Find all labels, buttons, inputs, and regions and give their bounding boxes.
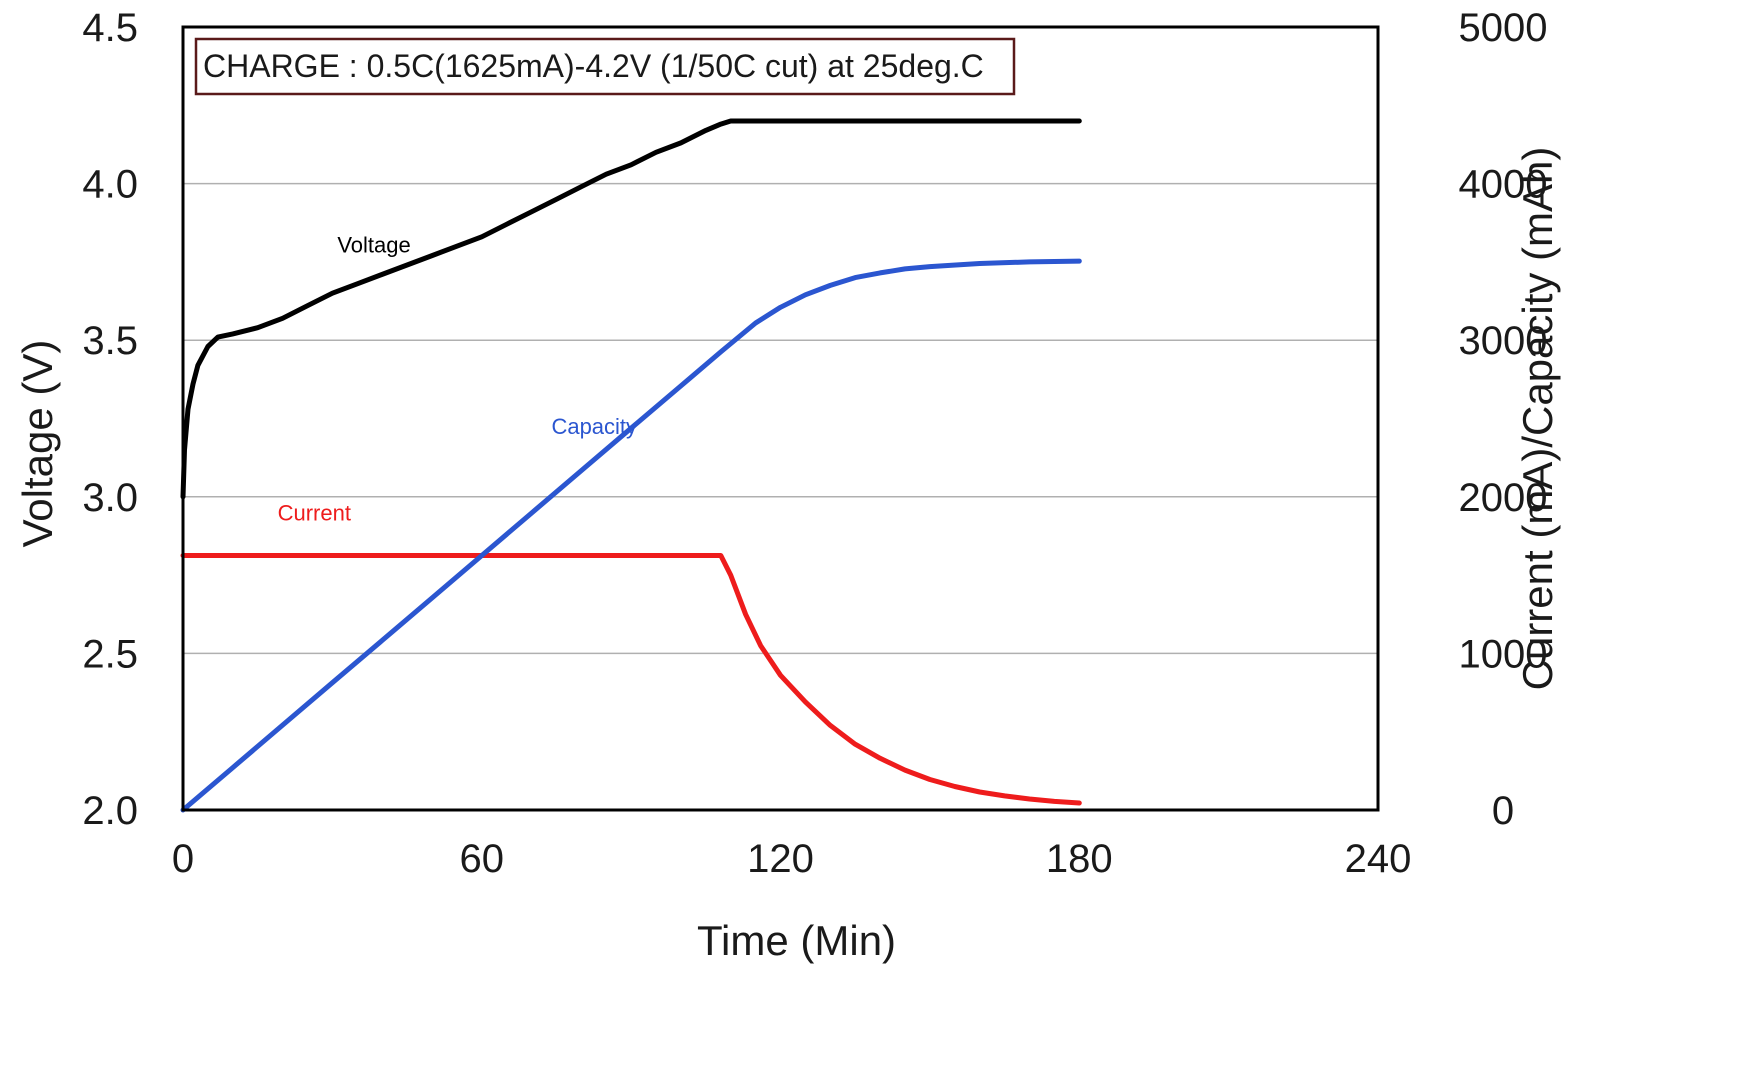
series-label-voltage: Voltage	[337, 233, 410, 258]
tick-labels: 2.0 2.5 3.0 3.5 4.0 4.5 0 1000 2000 3000 4000 5000 0…	[82, 6, 1547, 881]
y-tick-label: 3.0	[82, 476, 138, 520]
x-axis-label: Time (Min)	[697, 917, 896, 964]
plot-frame	[181, 25, 1380, 812]
annotation-text: CHARGE : 0.5C(1625mA)-4.2V (1/50C cut) a…	[203, 48, 984, 84]
y2-tick-label: 1000	[1459, 632, 1548, 676]
series-line-voltage	[180, 118, 1082, 500]
series-label-current: Current	[278, 500, 351, 525]
y-tick-label: 2.0	[82, 789, 138, 833]
series-labels: Voltage Current Capacity	[278, 233, 637, 526]
y2-tick-label: 3000	[1459, 319, 1548, 363]
y-tick-label: 2.5	[82, 632, 138, 676]
y2-tick-label: 2000	[1459, 476, 1548, 520]
y2-tick-label: 0	[1492, 789, 1514, 833]
y2-tick-label: 4000	[1459, 163, 1548, 207]
x-tick-label: 60	[460, 837, 505, 881]
charge-condition-annotation: CHARGE : 0.5C(1625mA)-4.2V (1/50C cut) a…	[194, 37, 1016, 96]
y2-axis-label: Current (mA)/Capacity (mAh)	[1514, 147, 1561, 691]
series-line-current	[180, 553, 1082, 806]
y-tick-label: 3.5	[82, 319, 138, 363]
series-label-capacity: Capacity	[551, 414, 637, 439]
series-line-capacity	[180, 258, 1082, 813]
y2-tick-label: 5000	[1459, 6, 1548, 50]
x-tick-label: 180	[1046, 837, 1113, 881]
y-tick-label: 4.0	[82, 163, 138, 207]
x-tick-label: 240	[1345, 837, 1412, 881]
x-tick-label: 0	[172, 837, 194, 881]
grid-lines	[183, 182, 1378, 655]
x-tick-label: 120	[747, 837, 814, 881]
series-lines	[180, 118, 1082, 813]
y-tick-label: 4.5	[82, 6, 138, 50]
y-axis-label: Voltage (V)	[14, 340, 61, 548]
